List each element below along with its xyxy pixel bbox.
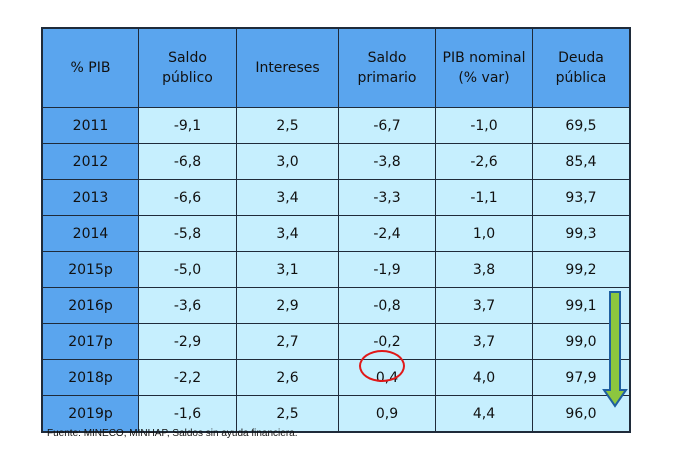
table-cell: -6,6 (138, 179, 237, 216)
table-cell: 2,9 (236, 287, 339, 324)
table-cell: 3,1 (236, 251, 339, 288)
table-cell: 93,7 (532, 179, 631, 216)
column-header: Deuda pública (532, 27, 631, 108)
table-cell: -2,2 (138, 359, 237, 396)
row-label: 2014 (41, 215, 139, 252)
table-cell: -9,1 (138, 107, 237, 144)
row-label: 2013 (41, 179, 139, 216)
row-label: 2012 (41, 143, 139, 180)
table-cell: 99,3 (532, 215, 631, 252)
row-label: 2016p (41, 287, 139, 324)
table-cell: -1,0 (435, 107, 533, 144)
table-cell: 96,0 (532, 395, 631, 433)
table-cell: 2,5 (236, 107, 339, 144)
table-cell: -0,8 (338, 287, 436, 324)
table-cell: 3,0 (236, 143, 339, 180)
table-cell: 3,7 (435, 287, 533, 324)
table-cell: 2,7 (236, 323, 339, 360)
table-cell: 4,4 (435, 395, 533, 433)
table-row: 2011 -9,1 2,5 -6,7 -1,0 69,5 (41, 107, 631, 144)
row-label: 2018p (41, 359, 139, 396)
footnote: Fuente: MINECO, MINHAP, Saldos sin ayuda… (47, 428, 298, 439)
table-cell: 2,6 (236, 359, 339, 396)
table-cell: 99,2 (532, 251, 631, 288)
table-cell: -6,8 (138, 143, 237, 180)
table-row: 2013 -6,6 3,4 -3,3 -1,1 93,7 (41, 179, 631, 216)
table-row: 2019p -1,6 2,5 0,9 4,4 96,0 (41, 395, 631, 433)
table-cell: -2,4 (338, 215, 436, 252)
column-header: Saldo primario (338, 27, 436, 108)
table-cell: -3,6 (138, 287, 237, 324)
table-cell: -1,6 (138, 395, 237, 433)
table-cell: -3,8 (338, 143, 436, 180)
table-cell: 0,9 (338, 395, 436, 433)
table-cell: 3,7 (435, 323, 533, 360)
table-row: 2012 -6,8 3,0 -3,8 -2,6 85,4 (41, 143, 631, 180)
table-cell: 3,4 (236, 215, 339, 252)
column-header: Intereses (236, 27, 339, 108)
table-cell: -2,6 (435, 143, 533, 180)
table-cell: 69,5 (532, 107, 631, 144)
table-cell: 3,4 (236, 179, 339, 216)
down-arrow-icon (602, 291, 628, 408)
row-label: 2015p (41, 251, 139, 288)
column-header: PIB nominal (% var) (435, 27, 533, 108)
table-row: 2018p -2,2 2,6 0,4 4,0 97,9 (41, 359, 631, 396)
table-cell: -3,3 (338, 179, 436, 216)
table-row: 2017p -2,9 2,7 -0,2 3,7 99,0 (41, 323, 631, 360)
table-row: 2014 -5,8 3,4 -2,4 1,0 99,3 (41, 215, 631, 252)
column-header: Saldo público (138, 27, 237, 108)
table-cell: -1,9 (338, 251, 436, 288)
table-cell: 4,0 (435, 359, 533, 396)
table-cell: 3,8 (435, 251, 533, 288)
table-cell: 1,0 (435, 215, 533, 252)
table-cell: -5,0 (138, 251, 237, 288)
table-cell: -6,7 (338, 107, 436, 144)
fiscal-table: % PIB Saldo público Intereses Saldo primari… (41, 27, 631, 433)
column-header: % PIB (41, 27, 139, 108)
row-label: 2019p (41, 395, 139, 433)
table-cell: 85,4 (532, 143, 631, 180)
table-cell: -1,1 (435, 179, 533, 216)
table-cell: 2,5 (236, 395, 339, 433)
header-row: % PIB Saldo público Intereses Saldo primari… (41, 27, 631, 108)
row-label: 2011 (41, 107, 139, 144)
table-cell: -5,8 (138, 215, 237, 252)
table-row: 2015p -5,0 3,1 -1,9 3,8 99,2 (41, 251, 631, 288)
table-cell: -2,9 (138, 323, 237, 360)
table-row: 2016p -3,6 2,9 -0,8 3,7 99,1 (41, 287, 631, 324)
row-label: 2017p (41, 323, 139, 360)
highlight-circle (359, 350, 405, 382)
